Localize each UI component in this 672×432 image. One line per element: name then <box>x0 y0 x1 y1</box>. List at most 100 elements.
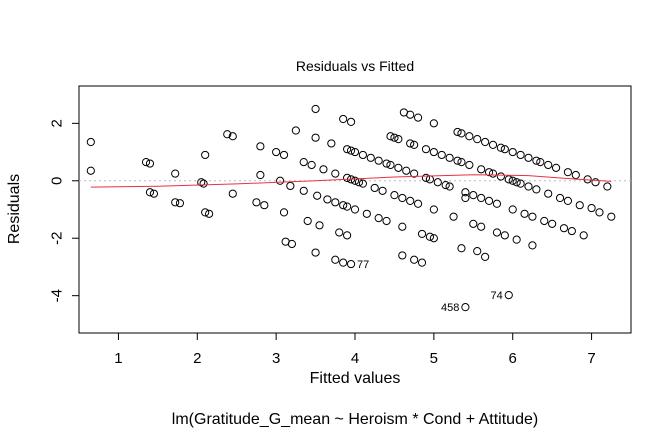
data-point <box>445 182 454 191</box>
data-point <box>346 259 356 269</box>
data-point <box>386 160 395 170</box>
data-point <box>484 168 494 177</box>
data-point <box>461 193 470 203</box>
y-tick-label: -4 <box>49 289 66 302</box>
data-point <box>406 196 415 205</box>
data-point <box>343 231 352 240</box>
data-point <box>398 193 407 203</box>
data-point <box>279 150 289 160</box>
x-tick-label: 7 <box>587 350 595 367</box>
x-tick-label: 1 <box>114 350 122 367</box>
data-point <box>291 126 300 135</box>
x-tick-label: 2 <box>193 350 201 367</box>
data-point <box>421 173 431 183</box>
data-point <box>141 158 151 167</box>
data-point <box>228 189 237 198</box>
data-point <box>145 188 155 197</box>
data-point <box>339 258 348 267</box>
outlier-label: 77 <box>357 259 369 271</box>
data-point <box>275 176 285 185</box>
data-point <box>496 143 505 152</box>
data-point <box>461 303 470 312</box>
data-point <box>520 209 529 218</box>
data-point <box>481 137 490 147</box>
data-point <box>500 145 509 154</box>
data-point <box>398 222 407 231</box>
data-point <box>287 239 297 249</box>
data-point <box>429 119 438 128</box>
data-point <box>453 156 462 165</box>
data-point <box>528 241 537 250</box>
data-point <box>544 160 553 170</box>
data-point <box>481 252 490 261</box>
data-point <box>145 159 155 168</box>
data-point <box>197 178 206 187</box>
data-point <box>559 224 569 233</box>
data-point <box>477 193 486 203</box>
data-point <box>548 219 557 228</box>
data-point <box>339 114 348 124</box>
data-point <box>307 160 316 170</box>
data-point <box>201 150 210 160</box>
data-point <box>346 117 356 127</box>
data-point <box>413 199 423 208</box>
data-point <box>607 212 616 221</box>
data-point <box>469 191 478 200</box>
data-point <box>406 139 415 148</box>
data-point <box>496 172 505 181</box>
data-point <box>469 219 478 228</box>
data-point <box>343 173 352 183</box>
outlier-label: 458 <box>441 302 459 314</box>
data-point <box>149 189 159 198</box>
data-point <box>433 178 442 187</box>
x-tick-label: 6 <box>509 350 517 367</box>
data-point <box>595 208 604 217</box>
data-point <box>331 169 340 178</box>
data-point <box>313 191 322 200</box>
data-point <box>571 170 580 180</box>
data-point <box>575 201 584 210</box>
data-point <box>445 153 454 162</box>
data-point <box>410 140 419 149</box>
data-point <box>252 198 261 207</box>
data-point <box>260 201 269 210</box>
data-point <box>524 153 533 162</box>
data-point <box>500 231 509 240</box>
data-point <box>279 208 289 217</box>
data-point <box>461 188 470 197</box>
data-point <box>492 228 502 237</box>
data-point <box>171 198 180 207</box>
data-point <box>335 228 344 237</box>
data-point <box>508 176 517 185</box>
data-point <box>390 191 399 200</box>
data-point <box>457 129 466 138</box>
data-point <box>315 221 324 230</box>
points-layer <box>86 104 616 312</box>
data-point <box>323 195 332 204</box>
data-point <box>343 202 352 211</box>
data-point <box>394 135 403 144</box>
data-point <box>429 205 438 214</box>
data-point <box>488 169 498 178</box>
data-point <box>441 180 450 190</box>
x-axis-label: Fitted values <box>310 370 401 387</box>
data-point <box>567 226 576 236</box>
data-point <box>406 110 415 119</box>
data-point <box>358 150 367 160</box>
y-axis-label: Residuals <box>6 174 23 244</box>
data-point <box>272 147 281 157</box>
smooth-line <box>90 174 612 188</box>
data-point <box>86 137 95 147</box>
data-point <box>339 201 348 210</box>
data-point <box>449 212 458 221</box>
plot-frame <box>78 85 632 334</box>
x-tick-label: 3 <box>272 350 280 367</box>
data-point <box>382 159 391 168</box>
data-point <box>394 163 403 172</box>
data-point <box>299 186 308 195</box>
data-point <box>311 248 320 257</box>
data-point <box>370 183 379 193</box>
data-point <box>563 168 573 177</box>
data-point <box>532 156 541 165</box>
data-point <box>516 179 525 188</box>
